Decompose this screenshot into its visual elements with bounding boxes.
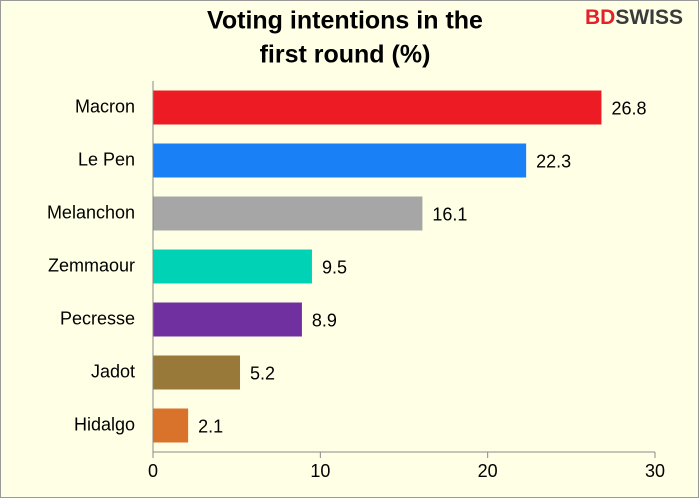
bar: [153, 302, 302, 337]
value-label: 9.5: [322, 257, 347, 277]
chart-title: first round (%): [260, 41, 431, 69]
bar: [153, 90, 602, 125]
y-tick-label: Pecresse: [60, 308, 135, 328]
bar: [153, 408, 189, 443]
value-label: 26.8: [611, 98, 646, 118]
x-tick-label: 30: [645, 461, 665, 481]
y-tick-label: Macron: [75, 96, 135, 116]
y-tick-label: Hidalgo: [74, 414, 135, 434]
bar: [153, 355, 241, 390]
value-label: 5.2: [250, 363, 275, 383]
x-tick-label: 0: [148, 461, 158, 481]
y-tick-label: Le Pen: [78, 149, 135, 169]
chart-title: Voting intentions in the: [207, 7, 483, 35]
bar: [153, 196, 423, 231]
value-label: 8.9: [312, 310, 337, 330]
y-tick-label: Zemmaour: [48, 255, 135, 275]
x-tick-label: 20: [478, 461, 498, 481]
logo-part: SWISS: [615, 6, 683, 29]
y-tick-label: Jadot: [91, 361, 135, 381]
y-tick-label: Melanchon: [47, 202, 135, 222]
value-label: 2.1: [198, 416, 223, 436]
x-tick-label: 10: [310, 461, 330, 481]
value-label: 16.1: [432, 204, 467, 224]
bar: [153, 143, 527, 178]
logo: BDSWISS: [585, 6, 683, 29]
value-label: 22.3: [536, 151, 571, 171]
logo-part: BD: [585, 6, 615, 29]
bar: [153, 249, 312, 284]
